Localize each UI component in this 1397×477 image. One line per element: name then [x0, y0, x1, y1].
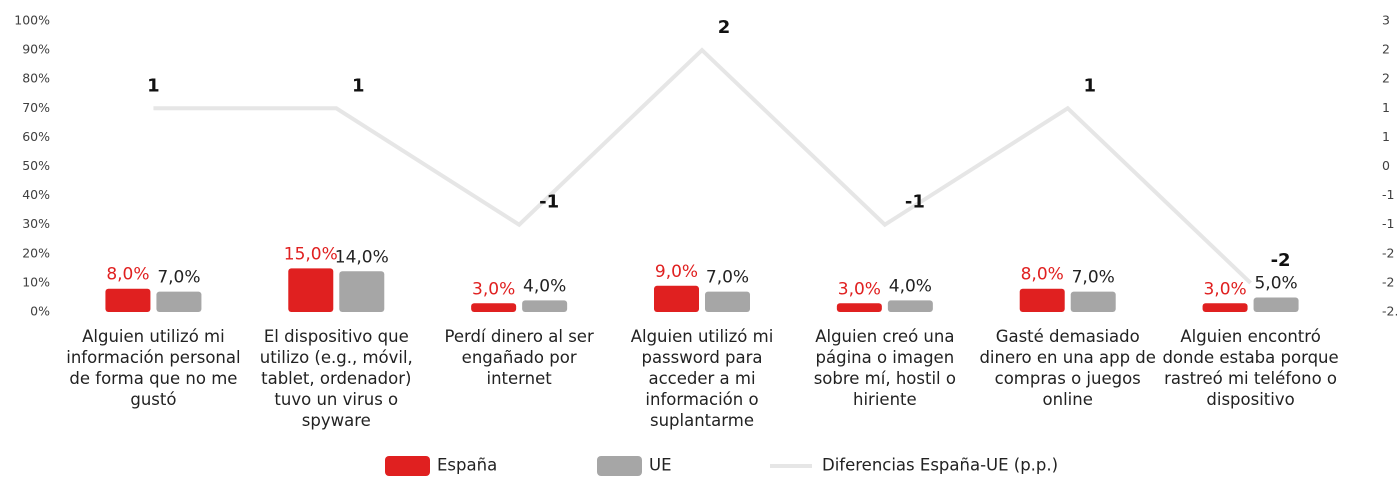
bar	[105, 288, 151, 312]
line-value-label: -1	[905, 192, 925, 213]
line-value-label: 1	[1083, 75, 1096, 96]
x-tick-label: El dispositivo que utilizo (e.g., móvil,…	[259, 327, 413, 430]
bar	[471, 303, 517, 312]
y2-tick-label: 0	[1382, 158, 1390, 173]
line	[153, 47, 1252, 285]
line-value-label: 1	[352, 75, 365, 96]
line-value-label: -2	[1271, 250, 1291, 271]
y-tick-label: 90%	[22, 42, 50, 57]
y2-tick-label: -1	[1382, 187, 1394, 202]
bar	[1070, 291, 1116, 312]
bar	[288, 268, 334, 312]
bar	[339, 271, 385, 312]
bar-value-label: 8,0%	[106, 265, 149, 285]
x-tick-label: Perdí dinero al ser engañado por interne…	[444, 327, 594, 388]
legend-label: Diferencias España-UE (p.p.)	[822, 456, 1058, 475]
legend-swatch	[385, 456, 430, 476]
y-tick-label: 100%	[14, 13, 50, 28]
line-value-label: 1	[147, 75, 160, 96]
y2-tick-label: -1	[1382, 216, 1394, 231]
x-tick-label: Alguien encontró donde estaba porque ras…	[1162, 327, 1339, 409]
bar-value-label: 3,0%	[1203, 279, 1246, 299]
y-tick-label: 70%	[22, 100, 50, 115]
y2-tick-label: 2	[1382, 42, 1390, 57]
legend-label: España	[437, 456, 497, 475]
x-tick-label: Alguien utilizó mi password para acceder…	[630, 327, 774, 430]
bar	[1019, 288, 1065, 312]
y2-tick-label: 2	[1382, 71, 1390, 86]
bar-value-label: 3,0%	[472, 279, 515, 299]
y-tick-label: 40%	[22, 187, 50, 202]
bar-value-label: 14,0%	[335, 247, 389, 267]
y-tick-label: 20%	[22, 245, 50, 260]
y-tick-label: 50%	[22, 158, 50, 173]
bar-value-label: 9,0%	[655, 262, 698, 282]
bar	[887, 300, 933, 312]
legend-swatch	[597, 456, 642, 476]
x-tick-label: Gasté demasiado dinero en una app de com…	[979, 327, 1156, 409]
bar	[654, 285, 699, 312]
bar-value-label: 4,0%	[523, 276, 566, 296]
y-tick-label: 10%	[22, 274, 50, 289]
bar-value-label: 3,0%	[838, 279, 881, 299]
bar-value-label: 7,0%	[706, 268, 749, 288]
bar	[836, 303, 882, 312]
legend-label: UE	[649, 456, 672, 475]
line-value-label: 2	[718, 17, 731, 38]
y-tick-label: 60%	[22, 129, 50, 144]
y-tick-label: 30%	[22, 216, 50, 231]
bar	[1253, 297, 1299, 312]
bar-value-label: 7,0%	[157, 268, 200, 288]
y-tick-label: 80%	[22, 71, 50, 86]
bar	[156, 291, 202, 312]
y2-tick-label: 3	[1382, 13, 1390, 28]
y2-tick-label: -2.5	[1382, 304, 1397, 319]
y-tick-label: 0%	[30, 304, 50, 319]
x-tick-label: Alguien utilizó mi información personal …	[66, 327, 241, 409]
bar	[1202, 303, 1248, 312]
y2-tick-label: -2	[1382, 245, 1394, 260]
y2-tick-label: 1	[1382, 100, 1390, 115]
x-tick-label: Alguien creó una página o imagen sobre m…	[813, 327, 956, 409]
y2-tick-label: 1	[1382, 129, 1390, 144]
bar-value-label: 8,0%	[1021, 265, 1064, 285]
bar	[705, 291, 750, 312]
y2-tick-label: -2	[1382, 274, 1394, 289]
bar-value-label: 7,0%	[1072, 268, 1115, 288]
bar-value-label: 15,0%	[284, 244, 338, 264]
bar	[522, 300, 568, 312]
line-value-label: -1	[539, 192, 559, 213]
bar-value-label: 4,0%	[889, 276, 932, 296]
bar-value-label: 5,0%	[1254, 273, 1297, 293]
